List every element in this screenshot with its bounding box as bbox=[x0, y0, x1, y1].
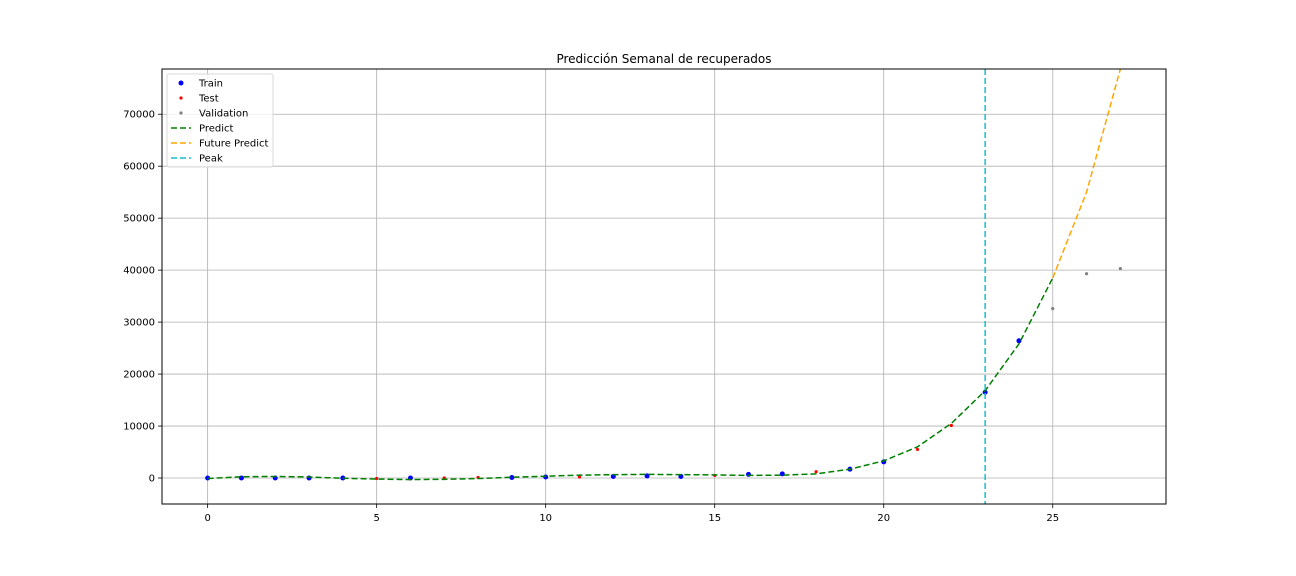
y-tick-label: 10000 bbox=[123, 422, 155, 433]
plot-area bbox=[205, 69, 1122, 504]
train-point bbox=[1016, 338, 1022, 344]
legend-swatch-test bbox=[179, 96, 183, 100]
validation-point bbox=[1051, 306, 1055, 311]
future-predict-line bbox=[1052, 69, 1122, 279]
legend-label-train: Train bbox=[198, 79, 223, 90]
legend-label-peak: Peak bbox=[199, 154, 223, 165]
axes-frame bbox=[161, 68, 1167, 505]
x-tick-label: 10 bbox=[539, 513, 552, 524]
predict-line bbox=[207, 277, 1054, 481]
legend-swatch-validation bbox=[179, 111, 183, 115]
x-tick-label: 20 bbox=[877, 513, 890, 524]
legend: Train Test Validation Predict Future Predict… bbox=[166, 73, 274, 168]
test-point bbox=[577, 475, 582, 479]
chart-title: Predicción Semanal de recuperados bbox=[556, 52, 771, 66]
x-tick-label: 0 bbox=[204, 513, 210, 524]
y-tick-label: 70000 bbox=[123, 110, 155, 121]
test-point bbox=[375, 476, 379, 481]
y-tick-label: 30000 bbox=[123, 318, 155, 329]
validation-point bbox=[1118, 266, 1122, 271]
legend-label-test: Test bbox=[198, 94, 219, 105]
train-point bbox=[644, 473, 650, 479]
train-point bbox=[509, 474, 515, 480]
validation-point bbox=[1084, 272, 1089, 276]
x-tick-label: 25 bbox=[1046, 513, 1059, 524]
test-point bbox=[915, 447, 920, 452]
test-point bbox=[949, 423, 953, 428]
test-point bbox=[814, 470, 818, 474]
y-tick-label: 50000 bbox=[123, 214, 155, 225]
x-tick-label: 15 bbox=[708, 513, 721, 524]
legend-label-predict: Predict bbox=[199, 124, 234, 135]
grid-lines bbox=[162, 69, 1166, 504]
legend-swatch-train bbox=[178, 80, 184, 86]
x-tick-label: 5 bbox=[373, 513, 379, 524]
y-tick-label: 0 bbox=[149, 474, 155, 485]
x-axis: 0 5 10 15 20 25 bbox=[204, 504, 1059, 524]
legend-box bbox=[166, 73, 274, 168]
y-axis: 0 10000 20000 30000 40000 50000 60000 70000 bbox=[123, 110, 162, 485]
y-tick-label: 60000 bbox=[123, 162, 155, 173]
y-tick-label: 40000 bbox=[123, 266, 155, 277]
legend-label-future-predict: Future Predict bbox=[199, 139, 269, 150]
y-tick-label: 20000 bbox=[123, 370, 155, 381]
legend-label-validation: Validation bbox=[199, 109, 248, 120]
